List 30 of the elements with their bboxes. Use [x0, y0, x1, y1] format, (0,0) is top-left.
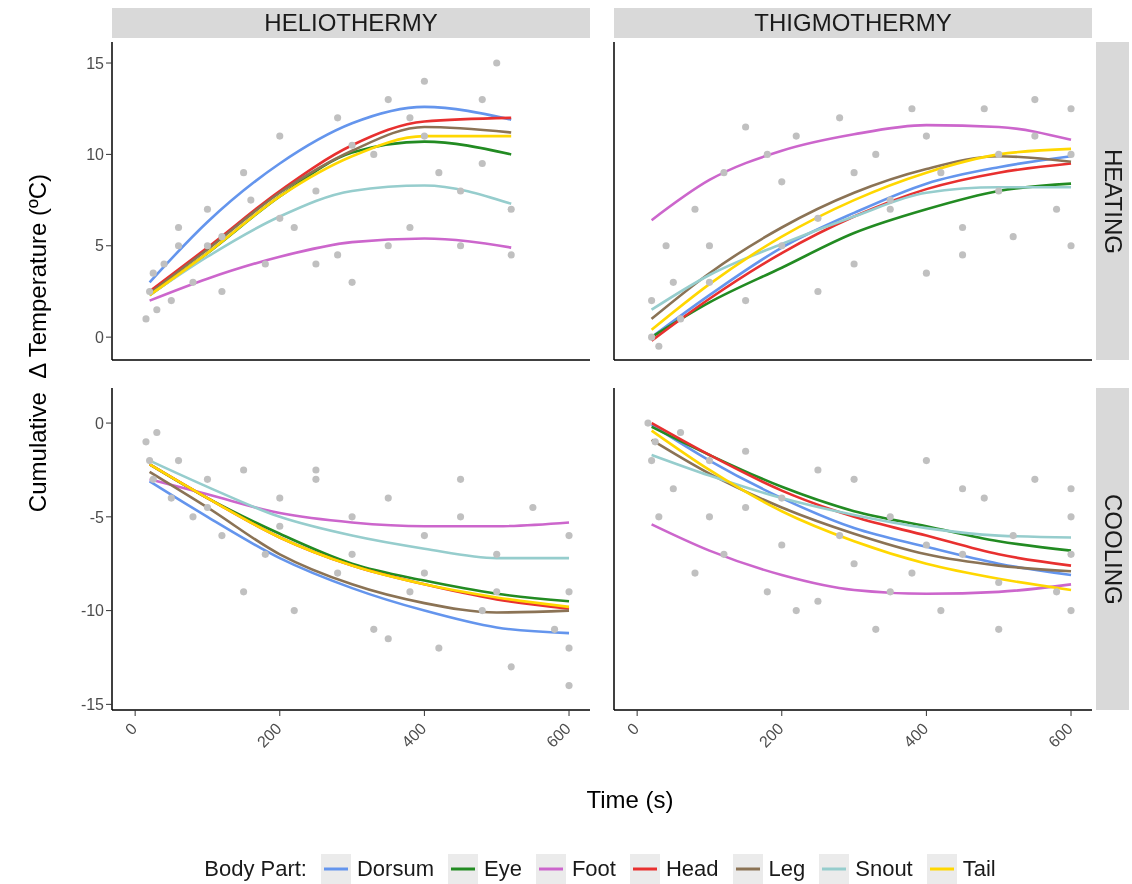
text: COOLING — [1096, 388, 1129, 710]
x-tick-label: 0 — [121, 719, 141, 739]
x-tick-label: 600 — [1045, 719, 1077, 751]
y-tick-label: -5 — [89, 508, 105, 526]
y-tick-label: 0 — [95, 414, 105, 432]
x-tick-label: 200 — [253, 719, 285, 751]
y-tick-label: 0 — [95, 328, 105, 346]
legend-label: Head — [665, 856, 719, 882]
x-tick-label: 0 — [623, 719, 643, 739]
y-tick-label: 10 — [86, 146, 105, 164]
x-tick-label: 600 — [543, 719, 575, 751]
legend-label: Tail — [962, 856, 996, 882]
legend-label: Snout — [855, 856, 913, 882]
legend-label: Dorsum — [356, 856, 434, 882]
chart-title: THIGMOTHERMY — [614, 8, 1092, 38]
y-axis-title: Cumulative Δ Temperature (ºC) — [24, 173, 52, 513]
y-tick-label: -10 — [80, 602, 105, 620]
y-tick-label: -15 — [80, 696, 105, 714]
x-tick-label: 400 — [900, 719, 932, 751]
legend-title: Body Part: — [204, 856, 307, 882]
x-tick-label: 400 — [398, 719, 430, 751]
legend-label: Foot — [571, 856, 616, 882]
chart-title: HELIOTHERMY — [112, 8, 590, 38]
legend-label: Eye — [483, 856, 522, 882]
legend-label: Leg — [768, 856, 806, 882]
x-axis-title: Time (s) — [585, 786, 675, 814]
x-tick-label: 200 — [755, 719, 787, 751]
y-tick-label: 5 — [95, 237, 105, 255]
text: HEATING — [1096, 42, 1129, 360]
y-tick-label: 15 — [86, 54, 105, 72]
